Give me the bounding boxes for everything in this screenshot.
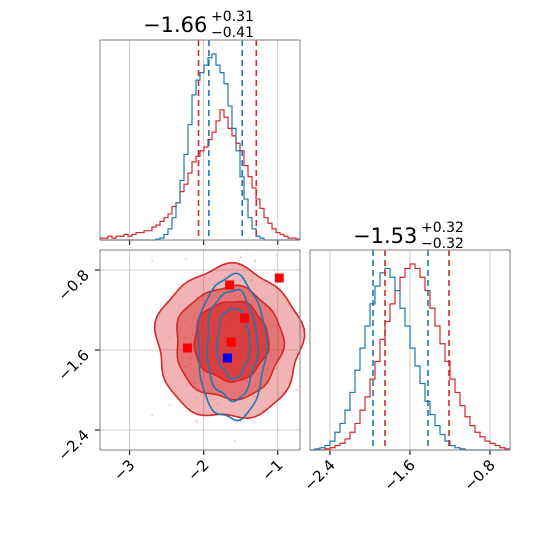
- sample-point: [273, 269, 276, 272]
- sample-point: [245, 380, 248, 383]
- sample-point: [270, 354, 273, 357]
- title-param-0-upper: +0.31: [211, 9, 254, 25]
- marker-2: [239, 313, 249, 323]
- sample-point: [194, 326, 197, 329]
- sample-point: [193, 382, 196, 385]
- title-param-1-lower: −0.32: [421, 236, 464, 252]
- sample-point: [229, 382, 232, 385]
- title-param-0-value: −1.66: [143, 13, 207, 37]
- contour-series-b-level-1: [206, 288, 259, 403]
- contour-series-b-level-0: [197, 272, 269, 422]
- histogram-param1-series_a: [310, 263, 510, 451]
- sample-point: [275, 367, 277, 370]
- x-tick-label-param1-1: −1.6: [380, 456, 418, 494]
- sample-point: [185, 365, 188, 368]
- sample-point: [266, 283, 269, 286]
- sample-point: [239, 256, 242, 259]
- histogram-param0-series_a: [99, 109, 300, 240]
- x-tick-label-param0-1: −2: [184, 456, 212, 484]
- histogram-param-0: [99, 39, 301, 245]
- y-tick-label-param1-1: −1.6: [54, 346, 92, 384]
- title-param-1-upper: +0.32: [421, 220, 464, 236]
- sample-point: [274, 309, 276, 312]
- panel-frame-joint: [99, 249, 301, 451]
- sample-point: [151, 414, 154, 417]
- sample-point: [180, 327, 182, 330]
- histogram-param1-series_b: [310, 267, 510, 451]
- panel-frame-param0: [99, 39, 301, 241]
- sample-point: [254, 385, 256, 388]
- sample-point: [233, 440, 236, 442]
- sample-point: [211, 376, 214, 378]
- sample-point: [187, 357, 190, 360]
- sample-point: [256, 373, 259, 376]
- sample-point: [250, 279, 253, 282]
- title-param-0-lower: −0.41: [211, 25, 254, 41]
- histogram-param-1: [309, 249, 511, 455]
- joint-density-panel: [95, 249, 306, 455]
- sample-point: [267, 368, 269, 370]
- sample-point: [189, 357, 192, 360]
- x-tick-label-param1-0: −2.4: [300, 456, 338, 494]
- sample-point: [216, 402, 219, 405]
- marker-4: [225, 280, 235, 290]
- marker-0: [182, 343, 192, 353]
- contour-series-b-level-2: [216, 307, 251, 380]
- sample-point: [254, 261, 257, 263]
- sample-point: [254, 259, 257, 261]
- marker-5: [222, 353, 232, 363]
- title-param-1-value: −1.53: [353, 224, 417, 248]
- sample-point: [253, 395, 255, 397]
- sample-point: [185, 257, 188, 260]
- x-tick-label-param1-2: −0.8: [460, 456, 498, 494]
- sample-point: [247, 299, 250, 302]
- x-tick-label-param0-2: −1: [258, 456, 286, 484]
- sample-point: [189, 341, 192, 344]
- sample-point: [195, 296, 198, 299]
- sample-point: [203, 397, 205, 400]
- sample-point: [229, 289, 232, 291]
- sample-point: [277, 341, 280, 344]
- sample-point: [223, 275, 226, 278]
- sample-point: [196, 421, 199, 424]
- sample-point: [192, 334, 194, 337]
- panel-frame-param1: [309, 249, 511, 451]
- sample-point: [195, 397, 197, 399]
- sample-point: [178, 375, 180, 378]
- sample-point: [212, 283, 215, 286]
- sample-point: [151, 260, 154, 262]
- marker-1: [226, 337, 236, 347]
- sample-point: [168, 337, 171, 339]
- y-tick-label-param1-2: −0.8: [54, 266, 92, 304]
- title-param-0: −1.66: [143, 13, 207, 37]
- sample-point: [201, 295, 204, 298]
- sample-point: [194, 419, 197, 422]
- sample-point: [295, 388, 298, 391]
- sample-point: [275, 254, 277, 256]
- marker-3: [274, 273, 284, 283]
- title-param-1: −1.53: [353, 224, 417, 248]
- sample-point: [189, 363, 192, 365]
- sample-point: [221, 381, 224, 384]
- y-tick-label-param1-0: −2.4: [54, 426, 92, 464]
- sample-point: [168, 404, 171, 407]
- sample-point: [184, 337, 186, 340]
- sample-point: [184, 319, 187, 322]
- x-tick-label-param0-0: −3: [110, 456, 138, 484]
